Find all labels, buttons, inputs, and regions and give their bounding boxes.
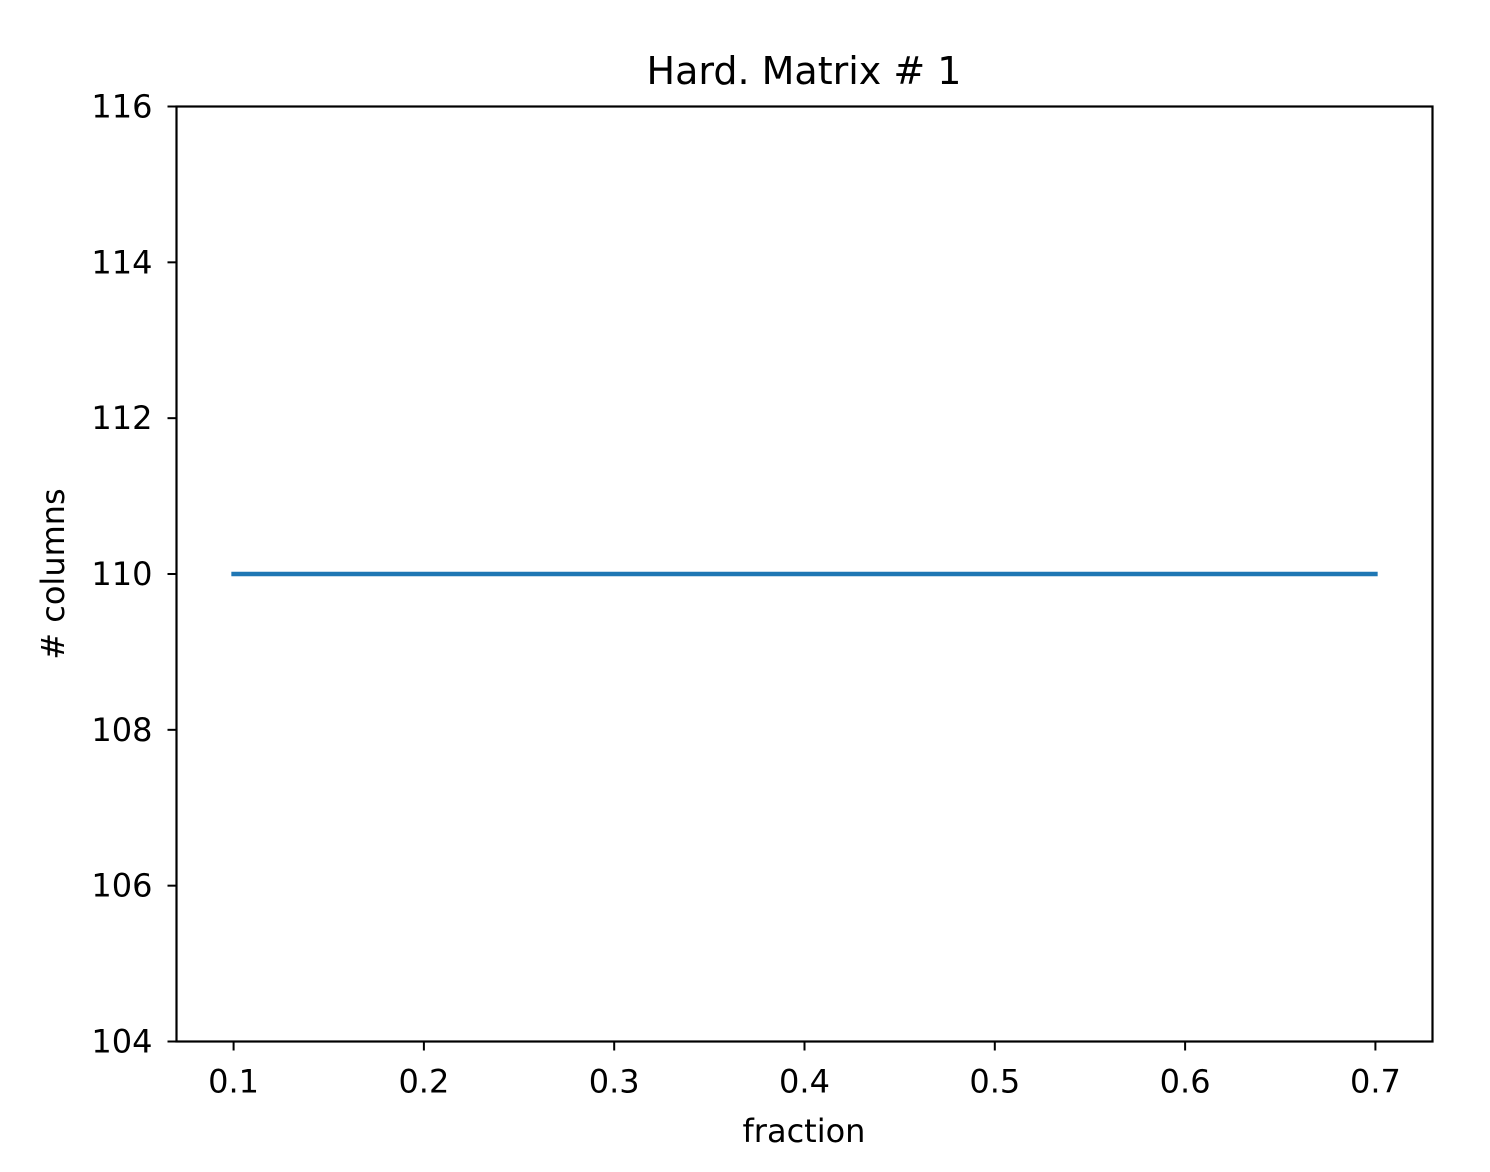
y-tick-label: 104 xyxy=(91,1023,152,1061)
x-tick-label: 0.1 xyxy=(208,1063,259,1101)
y-tick-label: 108 xyxy=(91,711,152,749)
y-axis: 104 106 108 110 112 114 116 xyxy=(91,88,177,1061)
axes-frame xyxy=(175,105,1434,1043)
x-tick-label: 0.5 xyxy=(969,1063,1020,1101)
x-tick-label: 0.4 xyxy=(779,1063,830,1101)
y-axis-label: # columns xyxy=(34,488,72,659)
x-axis: 0.1 0.2 0.3 0.4 0.5 0.6 0.7 xyxy=(208,1041,1401,1101)
y-tick-label: 106 xyxy=(91,867,152,905)
y-tick-label: 114 xyxy=(91,243,152,281)
x-tick-label: 0.7 xyxy=(1350,1063,1401,1101)
chart-title: Hard. Matrix # 1 xyxy=(647,49,962,93)
x-tick-label: 0.2 xyxy=(398,1063,449,1101)
y-tick-label: 110 xyxy=(91,555,152,593)
x-axis-label: fraction xyxy=(743,1112,866,1150)
y-tick-label: 112 xyxy=(91,399,152,437)
x-tick-label: 0.3 xyxy=(589,1063,640,1101)
y-tick-label: 116 xyxy=(91,88,152,126)
x-tick-label: 0.6 xyxy=(1160,1063,1211,1101)
